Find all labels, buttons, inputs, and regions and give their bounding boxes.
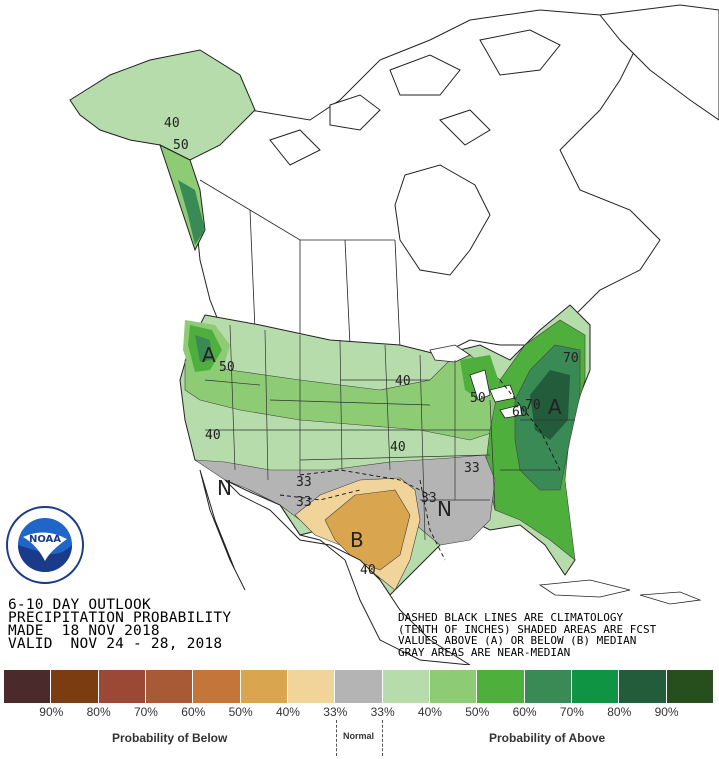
contour-label-50-michigan: 50 <box>470 391 486 406</box>
title-line-2: PRECIPITATION PROBABILITY <box>8 610 232 626</box>
legend-tick-11: 70% <box>559 705 584 719</box>
mexico-land <box>224 479 471 665</box>
great-lakes <box>429 344 523 419</box>
note-line-3: VALUES ABOVE (A) OR BELOW (B) MEDIAN <box>398 634 637 647</box>
noaa-logo-text: NOAA <box>29 534 61 545</box>
canada-province-lines <box>199 179 401 349</box>
contour-label-40-plains: 40 <box>395 374 411 389</box>
legend-normal-caption: Normal <box>343 731 375 741</box>
alaska-shade <box>69 49 256 161</box>
legend-below-caption: Probability of Below <box>112 731 228 745</box>
contour-label-50-alaska: 50 <box>173 138 189 153</box>
legend-tick-6: 33% <box>323 705 348 719</box>
below-40 <box>324 489 411 571</box>
legend-color-bar <box>4 670 714 703</box>
legend-swatch-6 <box>287 670 336 703</box>
legend-tick-12: 80% <box>607 705 632 719</box>
legend-swatch-7 <box>335 670 383 703</box>
legend-tick-7: 33% <box>370 705 395 719</box>
legend-swatch-1 <box>51 670 99 703</box>
title-line-3: MADE 18 NOV 2018 <box>8 623 160 639</box>
legend-tick-8: 40% <box>417 705 442 719</box>
legend-tick-0: 90% <box>39 705 64 719</box>
legend-tick-labels: 90% 80% 70% 60% 50% 40% 33% 33% 40% 50% 60% 70% 80% 9… <box>4 705 690 719</box>
hudson-bay <box>394 164 491 276</box>
contour-label-33-d: 33 <box>464 461 480 476</box>
contour-label-33-a: 33 <box>296 475 312 490</box>
legend-tick-1: 80% <box>86 705 111 719</box>
legend-swatch-9 <box>429 670 478 703</box>
legend-swatch-2 <box>98 670 146 703</box>
legend-swatch-3 <box>145 670 194 703</box>
note-line-4: GRAY AREAS ARE NEAR-MEDIAN <box>398 645 571 659</box>
legend-swatch-12 <box>571 670 620 703</box>
northwest-70 <box>195 335 212 362</box>
legend-divider-left <box>336 720 337 756</box>
contour-label-50-oregon: 50 <box>219 360 235 375</box>
contour-label-60: 60 <box>512 405 528 420</box>
legend-tick-13: 90% <box>654 705 679 719</box>
noaa-logo: NOAA <box>6 506 84 584</box>
legend-tick-4: 50% <box>228 705 253 719</box>
above-label-west: A <box>202 343 216 367</box>
legend-swatch-0 <box>4 670 52 703</box>
contour-label-40-kansas: 40 <box>390 440 406 455</box>
above-label-east: A <box>548 395 562 419</box>
legend-swatch-13 <box>619 670 667 703</box>
legend-notes: DASHED BLACK LINES ARE CLIMATOLOGY (TENTH… <box>398 612 656 658</box>
normal-gray <box>193 454 496 546</box>
legend-swatch-11 <box>524 670 572 703</box>
arctic-islands <box>269 29 561 166</box>
contour-label-33-b: 33 <box>296 495 312 510</box>
note-line-2: (TENTH OF INCHES) SHADED AREAS ARE FCST <box>398 622 657 636</box>
legend-swatch-10 <box>477 670 525 703</box>
legend-tick-10: 60% <box>512 705 537 719</box>
legend-swatch-14 <box>666 670 714 703</box>
legend-swatch-8 <box>382 670 430 703</box>
legend-divider-right <box>382 720 383 756</box>
legend-swatch-5 <box>240 670 288 703</box>
normal-label-southwest: N <box>217 476 232 500</box>
greenland <box>599 4 719 121</box>
outlook-map: 40 50 50 40 40 40 50 60 70 70 33 33 33 3… <box>69 4 719 665</box>
contour-label-40-alaska: 40 <box>164 116 180 131</box>
contour-label-70-mid: 70 <box>525 398 541 413</box>
contour-label-40-texas: 40 <box>360 563 376 578</box>
caribbean-islands <box>538 579 702 605</box>
below-label-texas: B <box>350 528 364 552</box>
note-line-1: DASHED BLACK LINES ARE CLIMATOLOGY <box>398 611 624 624</box>
legend-tick-9: 50% <box>465 705 490 719</box>
alaska-coast-dark <box>178 180 205 245</box>
east-80 <box>530 370 570 440</box>
title-line-1: 6-10 DAY OUTLOOK <box>8 597 151 613</box>
contour-label-70-ne: 70 <box>563 351 579 366</box>
legend-tick-3: 60% <box>181 705 206 719</box>
legend-tick-2: 70% <box>133 705 158 719</box>
legend-above-caption: Probability of Above <box>489 731 606 745</box>
baja <box>199 469 246 591</box>
outlook-title-block: 6-10 DAY OUTLOOK PRECIPITATION PROBABILIT… <box>8 597 232 652</box>
normal-label-mississippi: N <box>437 497 452 521</box>
legend-tick-5: 40% <box>275 705 300 719</box>
contour-label-33-c: 33 <box>421 491 437 506</box>
climatology-lines <box>279 379 561 561</box>
state-lines <box>204 324 575 541</box>
contour-label-40-idaho: 40 <box>205 428 221 443</box>
legend-swatch-4 <box>193 670 241 703</box>
title-line-4: VALID NOV 24 - 28, 2018 <box>8 636 223 652</box>
